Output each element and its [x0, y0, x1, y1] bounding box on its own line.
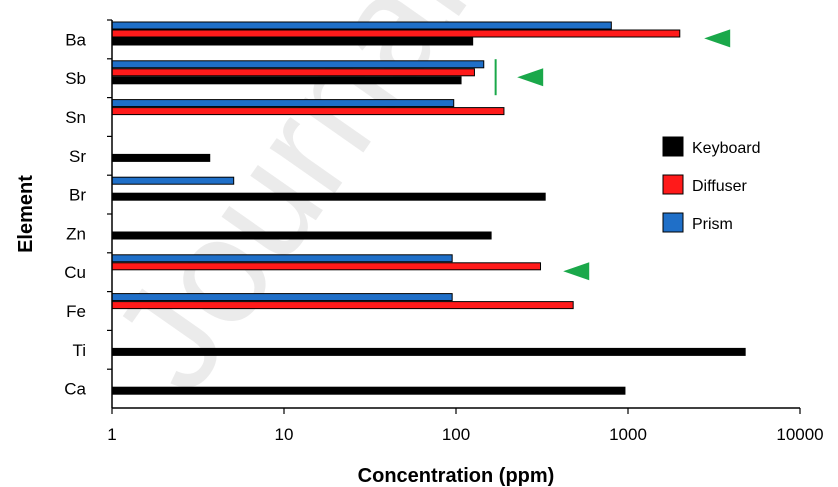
x-tick-label: 10 — [275, 425, 294, 444]
bar-keyboard-ca — [111, 386, 626, 395]
bar-prism-fe — [111, 293, 453, 302]
y-axis-title: Element — [15, 175, 37, 253]
legend-label-diffuser: Diffuser — [692, 178, 748, 195]
bar-prism-cu — [111, 254, 453, 263]
y-tick-label-br: Br — [69, 186, 86, 205]
bar-prism-br — [111, 176, 235, 185]
bar-diffuser-fe — [111, 301, 574, 310]
legend-swatch-diffuser — [662, 174, 684, 195]
bar-prism-ba — [111, 21, 612, 30]
x-axis-title: Concentration (ppm) — [358, 465, 555, 487]
annotations-layer — [494, 29, 731, 281]
legend: Keyboard Diffuser Prism — [662, 136, 761, 233]
y-tick-label-zn: Zn — [66, 224, 86, 243]
y-tick-label-ti: Ti — [72, 341, 86, 360]
bar-diffuser-cu — [111, 262, 542, 271]
green-triangle-marker — [704, 29, 731, 48]
y-axis-ticks: Ba Sb Sn Sr Br Zn Cu Fe Ti Ca — [64, 19, 112, 399]
bar-keyboard-sr — [111, 153, 211, 162]
green-triangle-marker — [563, 262, 590, 281]
x-tick-label: 1 — [107, 425, 116, 444]
bar-keyboard-ti — [111, 347, 746, 356]
bars-layer — [111, 21, 746, 395]
bar-diffuser-ba — [111, 29, 681, 38]
y-tick-label-fe: Fe — [66, 302, 86, 321]
bar-keyboard-sb — [111, 76, 462, 85]
legend-label-keyboard: Keyboard — [692, 140, 761, 157]
x-tick-label: 10000 — [776, 425, 823, 444]
y-tick-label-sr: Sr — [69, 147, 86, 166]
x-tick-label: 1000 — [609, 425, 647, 444]
y-tick-label-ca: Ca — [64, 380, 86, 399]
bar-prism-sb — [111, 60, 485, 69]
bar-prism-sn — [111, 99, 455, 108]
legend-label-prism: Prism — [692, 216, 733, 233]
green-triangle-marker — [517, 68, 544, 87]
y-tick-label-ba: Ba — [65, 30, 86, 49]
bar-diffuser-sn — [111, 107, 505, 116]
bar-diffuser-sb — [111, 68, 475, 77]
bar-keyboard-ba — [111, 37, 474, 46]
y-tick-label-sb: Sb — [65, 69, 86, 88]
y-tick-label-sn: Sn — [65, 108, 86, 127]
legend-swatch-keyboard — [662, 136, 684, 157]
x-tick-label: 100 — [442, 425, 470, 444]
x-axis-ticks: 1 10 100 1000 10000 — [107, 408, 824, 444]
legend-swatch-prism — [662, 212, 684, 233]
y-tick-label-cu: Cu — [64, 263, 86, 282]
bar-keyboard-br — [111, 192, 546, 201]
bar-keyboard-zn — [111, 231, 492, 240]
